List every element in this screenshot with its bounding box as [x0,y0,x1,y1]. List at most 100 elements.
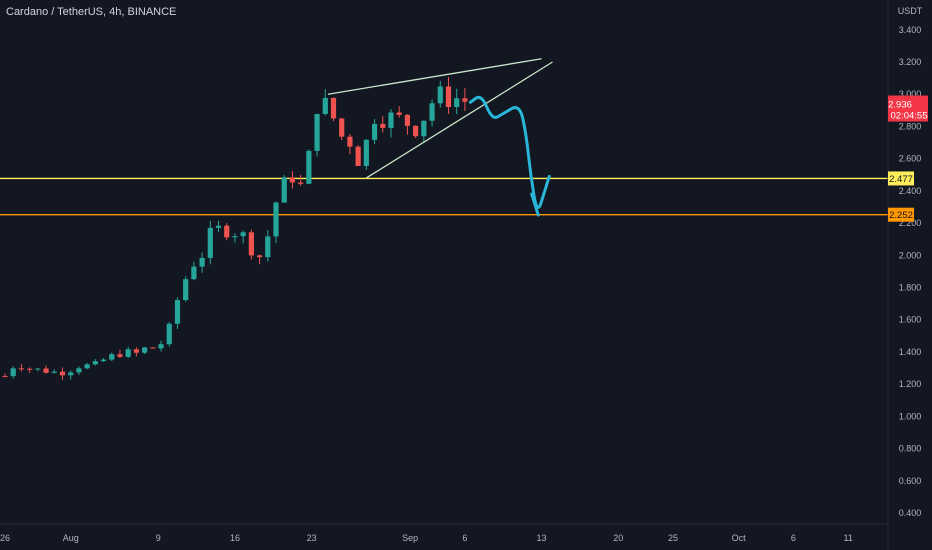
level-price-badge-1 [888,207,914,222]
candle-body [289,177,296,183]
y-tick-label: 0.800 [899,444,922,454]
candle-body [437,86,443,104]
y-tick-label: 3.000 [899,89,922,99]
candle-body [404,114,411,126]
candle-body [109,354,115,360]
chart-title: Cardano / TetherUS, 4h, BINANCE [6,6,177,18]
currency-label: USDT [898,6,923,16]
x-tick-label: Oct [732,533,747,543]
candle-body [445,86,452,108]
candle-body [68,372,74,376]
x-tick-label: 23 [307,533,317,543]
last-price-label: 2.936 [888,100,912,111]
candle-body [133,349,139,353]
last-price-badge [888,95,928,122]
bar-countdown-label: 02:04:55 [891,111,928,122]
wedge-upper-trendline [327,58,542,95]
x-tick-label: 16 [230,533,240,543]
candle-body [215,225,222,228]
candle-body [429,103,435,121]
price-axis[interactable]: USDT3.4003.2003.0002.8002.6002.4002.2002… [887,0,923,550]
candle-body [396,112,402,115]
candle-body [166,323,172,345]
level-price-badge-0 [888,171,914,186]
candle-body [92,361,98,365]
y-tick-label: 0.400 [899,508,922,518]
candle-body [314,114,320,151]
candle-body [347,136,353,147]
candle-body [76,368,82,373]
y-tick-label: 3.200 [899,57,922,67]
candle-body [224,225,230,238]
candle-body [298,182,304,184]
candle-body [306,150,312,184]
candle-body [232,236,238,238]
y-tick-label: 2.200 [899,218,922,228]
candle-body [371,123,378,140]
candle-body [2,376,8,378]
x-tick-label: 6 [791,533,796,543]
x-tick-label: Sep [402,533,418,543]
candle-body [421,120,427,137]
projection-arrow-head [530,192,540,217]
candle-body [117,354,123,357]
candle-body [454,98,460,108]
candle-body [281,177,287,203]
y-tick-label: 0.600 [899,476,922,486]
candle-body [191,266,197,280]
candlestick-series [2,77,468,380]
x-tick-label: 11 [843,533,852,543]
candle-body [248,232,254,256]
candle-body [84,364,90,369]
candle-body [51,371,57,373]
y-tick-label: 1.600 [899,315,922,325]
candle-body [18,368,25,370]
candle-body [388,112,394,128]
projection-path [468,95,551,209]
candle-body [100,359,107,362]
x-tick-label: 6 [462,533,467,543]
level-price-label-1: 2.252 [889,210,913,221]
x-tick-label: 26 [0,533,10,543]
candle-body [174,300,181,324]
candle-body [35,368,41,370]
candle-body [125,349,131,357]
level-price-label-0: 2.477 [889,174,913,185]
candle-body [199,257,205,267]
candle-body [10,368,16,377]
candle-body [240,232,246,237]
y-tick-label: 2.400 [899,186,922,196]
candle-body [207,227,213,258]
candle-body [273,202,279,237]
y-tick-label: 1.000 [899,411,922,421]
y-tick-label: 2.600 [899,154,922,164]
x-tick-label: 20 [613,533,623,543]
time-axis[interactable]: 26 Aug 9 16 23 Sep 6 13 20 25 Oct 6 11 [0,523,888,543]
x-tick-label: 25 [668,533,678,543]
candle-body [43,368,49,373]
candle-body [256,255,263,258]
candle-body [355,146,361,166]
horizontal-levels [0,177,888,216]
y-tick-label: 2.000 [899,250,922,260]
candle-body [59,371,66,376]
y-tick-label: 3.400 [899,25,922,35]
candle-body [142,347,148,353]
x-tick-label: Aug [63,533,79,543]
candle-body [322,97,328,115]
candle-body [27,368,33,370]
candle-body [339,118,345,137]
x-tick-label: 13 [537,533,547,543]
candle-body [158,344,164,349]
candle-body [363,139,369,166]
candle-body [330,97,337,119]
candle-body [183,279,189,301]
y-tick-label: 1.200 [899,379,922,389]
x-tick-label: 9 [156,533,161,543]
candle-body [150,347,156,349]
y-tick-label: 1.800 [899,283,922,293]
wedge-lower-trendline [366,61,553,179]
candle-body [462,98,468,102]
